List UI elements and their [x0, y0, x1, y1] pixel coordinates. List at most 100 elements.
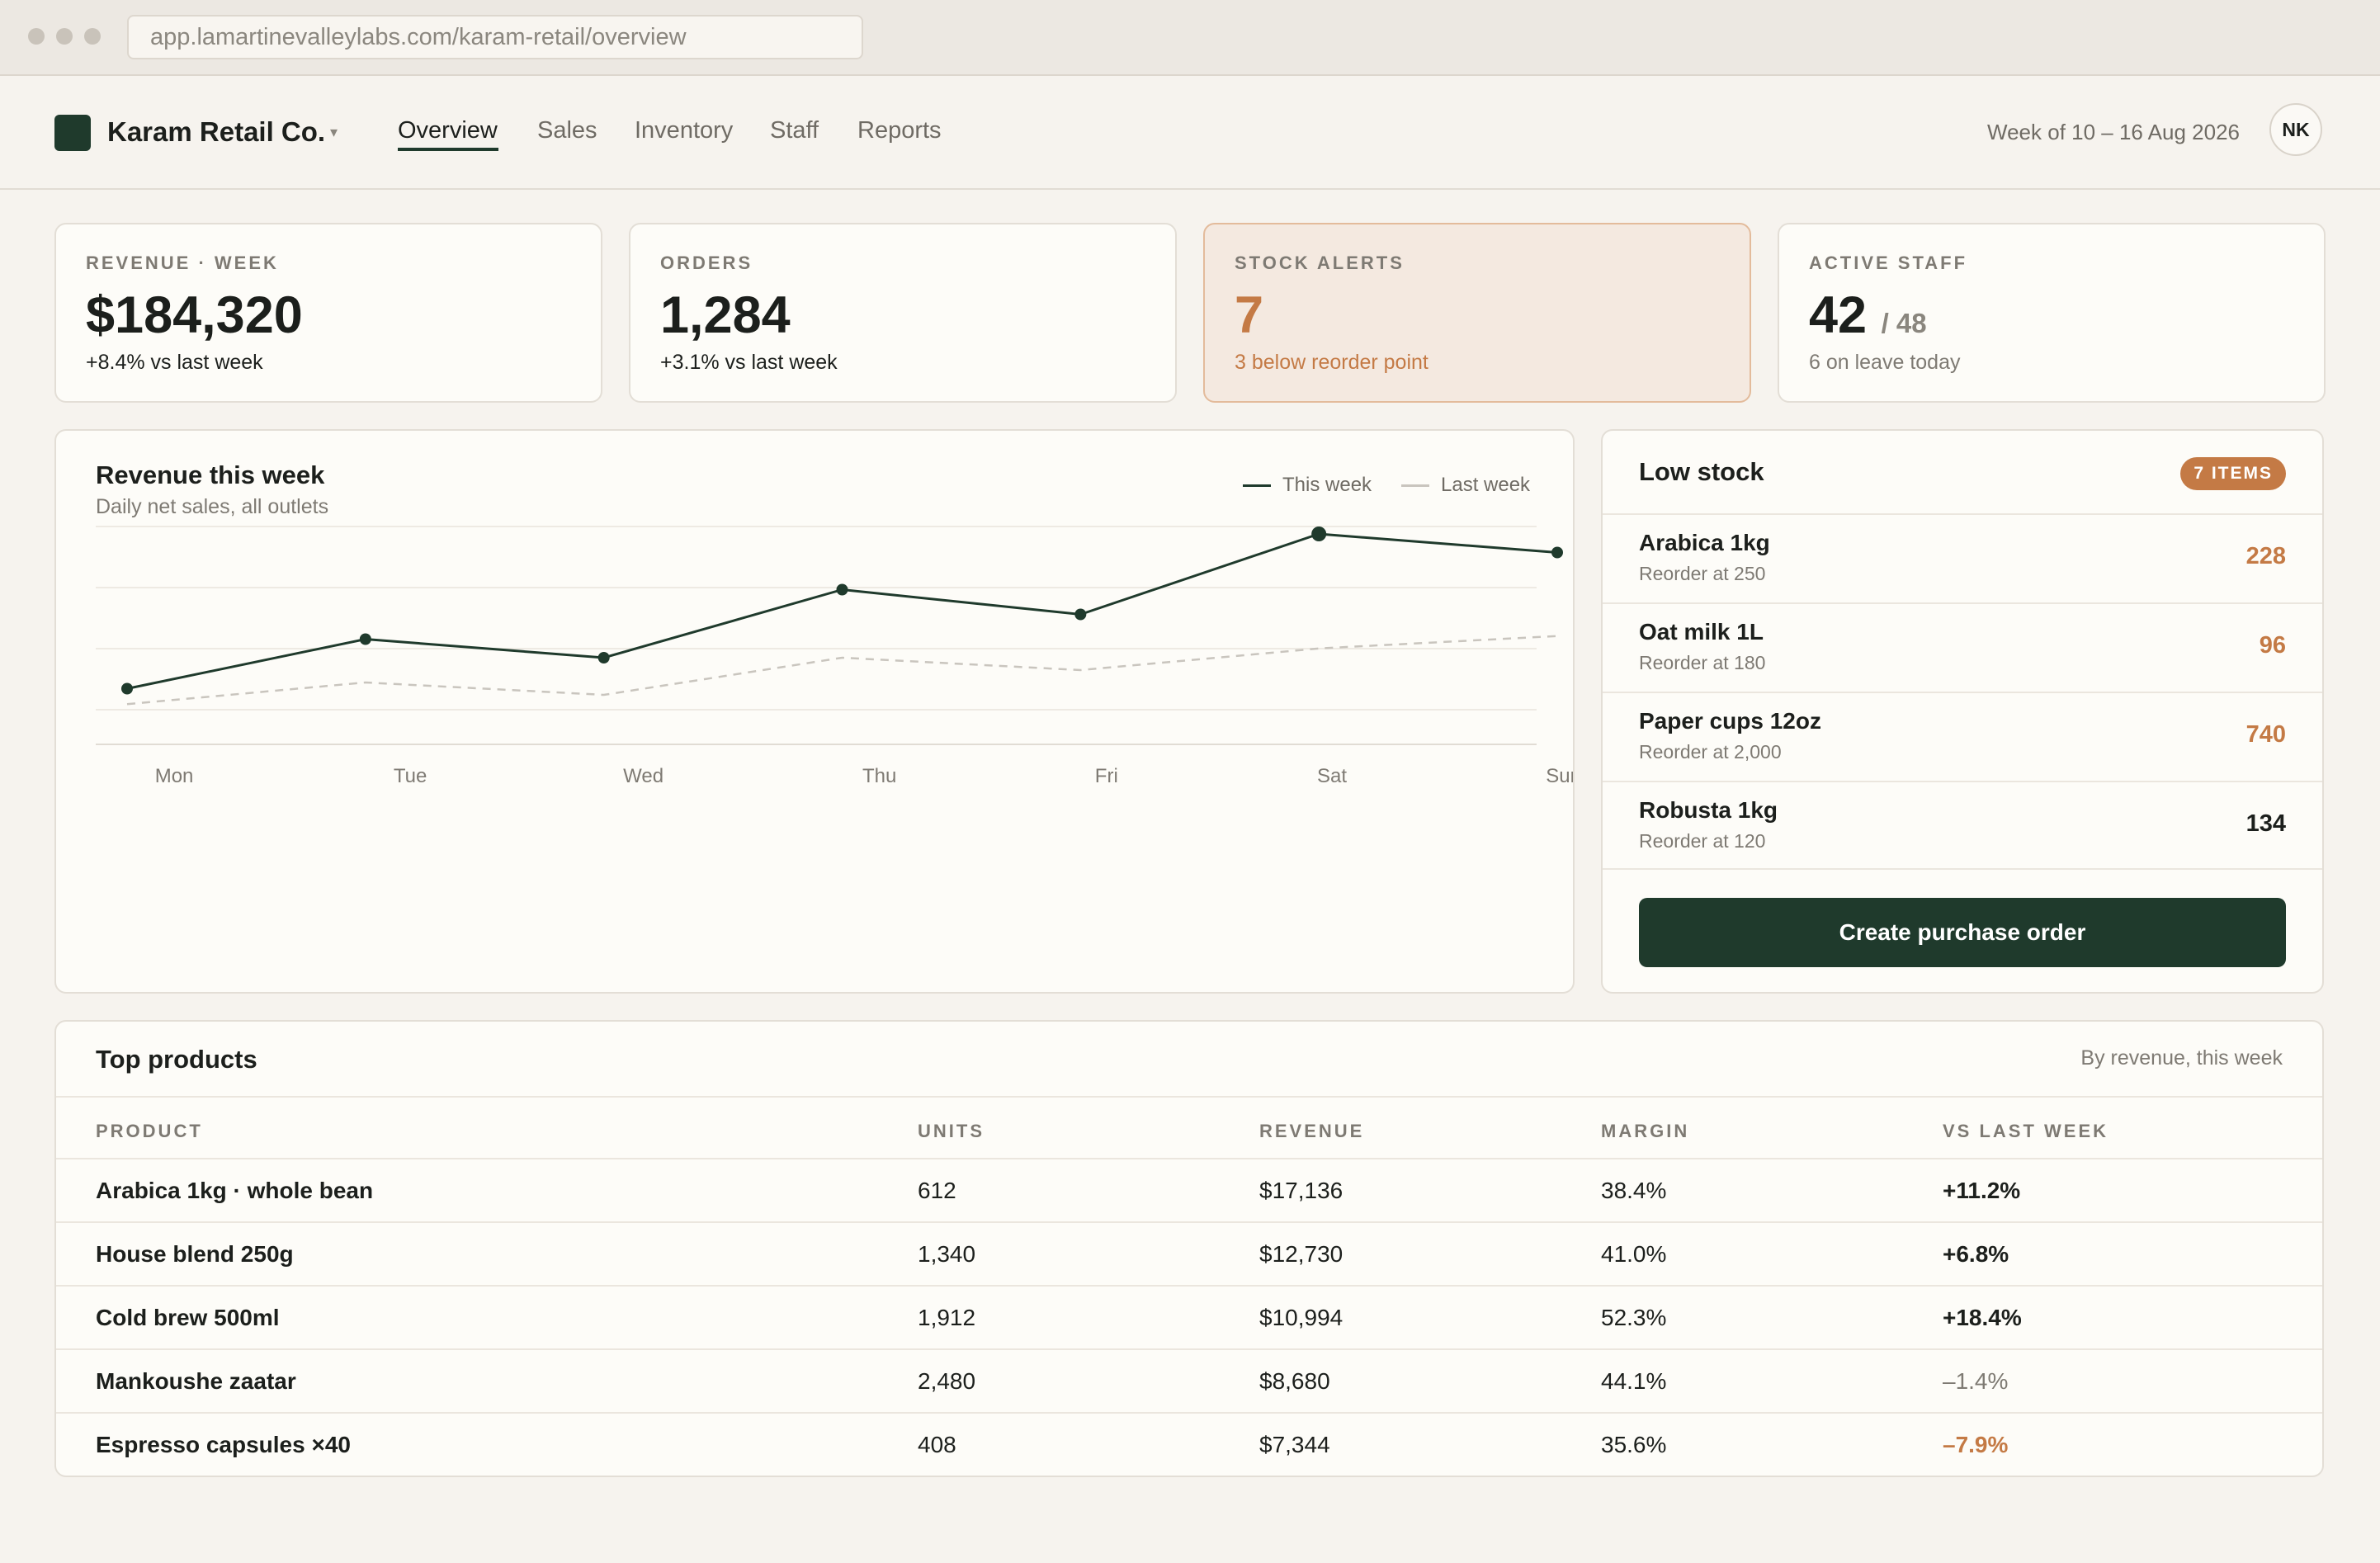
units-cell: 612: [918, 1178, 956, 1203]
low-stock-title: Low stock: [1639, 457, 1764, 486]
revenue-cell: $8,680: [1259, 1368, 1330, 1394]
product-name: House blend 250g: [96, 1241, 294, 1267]
margin-cell: 38.4%: [1601, 1178, 1667, 1203]
stock-item-qty: 740: [2245, 721, 2286, 748]
data-point[interactable]: [1074, 608, 1087, 621]
x-tick-label: Sun: [1546, 765, 1573, 787]
table-row[interactable]: Espresso capsules ×40 408 $7,344 35.6% –…: [56, 1412, 2322, 1476]
change-cell: –1.4%: [1943, 1368, 2009, 1394]
data-point[interactable]: [836, 583, 848, 596]
chevron-down-icon[interactable]: ▾: [330, 124, 338, 140]
nav-staff[interactable]: Staff: [770, 117, 819, 144]
stock-item-name: Arabica 1kg: [1639, 530, 1770, 555]
nav-overview[interactable]: Overview: [398, 117, 498, 144]
avatar[interactable]: NK: [2269, 103, 2322, 156]
stock-item[interactable]: Paper cups 12oz Reorder at 2,000 740: [1603, 692, 2322, 781]
data-point[interactable]: [1551, 546, 1563, 559]
units-cell: 408: [918, 1432, 956, 1457]
revenue-cell: $10,994: [1259, 1305, 1343, 1330]
margin-cell: 44.1%: [1601, 1368, 1667, 1394]
brand-logo: [54, 115, 91, 151]
window-close-dot[interactable]: [28, 28, 45, 45]
kpi-label: STOCK ALERTS: [1235, 253, 1405, 273]
window-maximize-dot[interactable]: [84, 28, 101, 45]
stock-item-qty: 134: [2245, 810, 2286, 837]
kpi-change: 6 on leave today: [1809, 351, 1961, 374]
x-tick-label: Sat: [1317, 765, 1347, 787]
staff-total: / 48: [1881, 308, 1927, 338]
address-bar[interactable]: app.lamartinevalleylabs.com/karam-retail…: [127, 15, 863, 59]
units-cell: 2,480: [918, 1368, 976, 1394]
series-line-last-week: [126, 635, 1558, 706]
column-header-margin[interactable]: MARGIN: [1601, 1121, 1690, 1141]
column-header-units[interactable]: UNITS: [918, 1121, 985, 1141]
column-header-revenue[interactable]: REVENUE: [1259, 1121, 1365, 1141]
change-cell: +11.2%: [1943, 1178, 2021, 1203]
product-name: Arabica 1kg · whole bean: [96, 1178, 374, 1203]
stock-item[interactable]: Arabica 1kg Reorder at 250 228: [1603, 513, 2322, 602]
stock-item-name: Oat milk 1L: [1639, 619, 1764, 645]
stock-item[interactable]: Oat milk 1L Reorder at 180 96: [1603, 602, 2322, 692]
kpi-label: ORDERS: [660, 253, 753, 273]
product-name: Espresso capsules ×40: [96, 1432, 351, 1457]
units-cell: 1,912: [918, 1305, 976, 1330]
revenue-chart-panel: Revenue this week Daily net sales, all o…: [54, 429, 1575, 994]
column-header-vs-last-week[interactable]: VS LAST WEEK: [1943, 1121, 2109, 1141]
legend-this-week: This week: [1243, 472, 1372, 498]
table-row[interactable]: Mankoushe zaatar 2,480 $8,680 44.1% –1.4…: [56, 1348, 2322, 1412]
legend-swatch-this-week: [1243, 484, 1271, 488]
table-row[interactable]: Arabica 1kg · whole bean 612 $17,136 38.…: [56, 1158, 2322, 1221]
table-row[interactable]: Cold brew 500ml 1,912 $10,994 52.3% +18.…: [56, 1285, 2322, 1348]
kpi-revenue-card: REVENUE · WEEK $184,320 +8.4% vs last we…: [54, 223, 602, 403]
table-row[interactable]: House blend 250g 1,340 $12,730 41.0% +6.…: [56, 1221, 2322, 1285]
legend-label: This week: [1282, 474, 1372, 496]
change-cell: +18.4%: [1943, 1305, 2022, 1330]
series-line-this-week: [126, 532, 1558, 690]
week-range[interactable]: Week of 10 – 16 Aug 2026: [1987, 120, 2240, 144]
x-tick-label: Wed: [623, 765, 663, 787]
data-point[interactable]: [121, 682, 133, 695]
stock-item[interactable]: Robusta 1kg Reorder at 120 134: [1603, 781, 2322, 870]
chart-subtitle: Daily net sales, all outlets: [96, 495, 329, 518]
revenue-cell: $7,344: [1259, 1432, 1330, 1457]
data-point[interactable]: [1311, 527, 1327, 541]
legend-label: Last week: [1441, 474, 1531, 496]
revenue-line-chart: Mon Tue Wed Thu Fri Sat Sun: [96, 526, 1573, 787]
top-products-panel: Top products By revenue, this week PRODU…: [54, 1020, 2324, 1477]
kpi-stock-alerts-card[interactable]: STOCK ALERTS 7 3 below reorder point: [1203, 223, 1751, 403]
top-products-subtitle[interactable]: By revenue, this week: [2080, 1046, 2283, 1070]
revenue-cell: $17,136: [1259, 1178, 1343, 1203]
x-tick-label: Thu: [862, 765, 896, 787]
nav-reports[interactable]: Reports: [857, 117, 942, 144]
nav-sales[interactable]: Sales: [537, 117, 597, 144]
kpi-change: +3.1% vs last week: [660, 351, 838, 374]
kpi-value: 7: [1235, 286, 1264, 344]
margin-cell: 52.3%: [1601, 1305, 1667, 1330]
top-products-title: Top products: [96, 1045, 257, 1074]
kpi-value: 42 / 48: [1809, 282, 1927, 357]
data-point[interactable]: [597, 652, 610, 663]
stock-item-reorder: Reorder at 120: [1639, 830, 1766, 852]
stock-item-reorder: Reorder at 180: [1639, 652, 1766, 673]
nav-inventory[interactable]: Inventory: [635, 117, 734, 144]
low-stock-count-badge: 7 ITEMS: [2180, 457, 2286, 490]
stock-item-qty: 228: [2245, 543, 2286, 569]
divider: [56, 1096, 2322, 1098]
legend-last-week: Last week: [1401, 472, 1530, 498]
window-minimize-dot[interactable]: [56, 28, 73, 45]
x-tick-label: Mon: [155, 765, 194, 787]
kpi-staff-card: ACTIVE STAFF 42 / 48 6 on leave today: [1778, 223, 2326, 403]
kpi-change: +8.4% vs last week: [86, 351, 263, 374]
column-header-product[interactable]: PRODUCT: [96, 1121, 203, 1141]
kpi-value: 1,284: [660, 286, 791, 344]
chart-title: Revenue this week: [96, 460, 325, 489]
brand-name[interactable]: Karam Retail Co.: [107, 116, 326, 147]
data-point[interactable]: [359, 633, 371, 645]
active-nav-indicator: [398, 148, 498, 151]
margin-cell: 41.0%: [1601, 1241, 1667, 1267]
kpi-label: REVENUE · WEEK: [86, 253, 279, 273]
x-tick-label: Fri: [1095, 765, 1118, 787]
x-tick-label: Tue: [394, 765, 427, 787]
create-purchase-order-button[interactable]: Create purchase order: [1639, 898, 2286, 967]
browser-bar: app.lamartinevalleylabs.com/karam-retail…: [0, 0, 2380, 76]
